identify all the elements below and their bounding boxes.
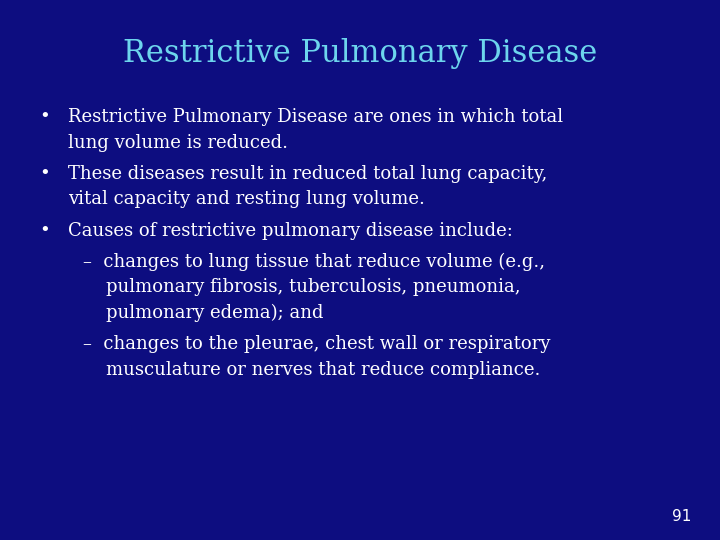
Text: 91: 91 [672, 509, 691, 524]
Text: These diseases result in reduced total lung capacity,: These diseases result in reduced total l… [68, 165, 548, 183]
Text: •: • [40, 221, 50, 240]
Text: Causes of restrictive pulmonary disease include:: Causes of restrictive pulmonary disease … [68, 221, 513, 240]
Text: Restrictive Pulmonary Disease: Restrictive Pulmonary Disease [123, 38, 597, 69]
Text: pulmonary edema); and: pulmonary edema); and [83, 304, 323, 322]
Text: •: • [40, 108, 50, 126]
Text: musculature or nerves that reduce compliance.: musculature or nerves that reduce compli… [83, 361, 540, 379]
Text: lung volume is reduced.: lung volume is reduced. [68, 134, 289, 152]
Text: vital capacity and resting lung volume.: vital capacity and resting lung volume. [68, 191, 426, 208]
Text: –  changes to the pleurae, chest wall or respiratory: – changes to the pleurae, chest wall or … [83, 335, 550, 353]
Text: –  changes to lung tissue that reduce volume (e.g.,: – changes to lung tissue that reduce vol… [83, 253, 545, 271]
Text: Restrictive Pulmonary Disease are ones in which total: Restrictive Pulmonary Disease are ones i… [68, 108, 564, 126]
Text: •: • [40, 165, 50, 183]
Text: pulmonary fibrosis, tuberculosis, pneumonia,: pulmonary fibrosis, tuberculosis, pneumo… [83, 278, 521, 296]
